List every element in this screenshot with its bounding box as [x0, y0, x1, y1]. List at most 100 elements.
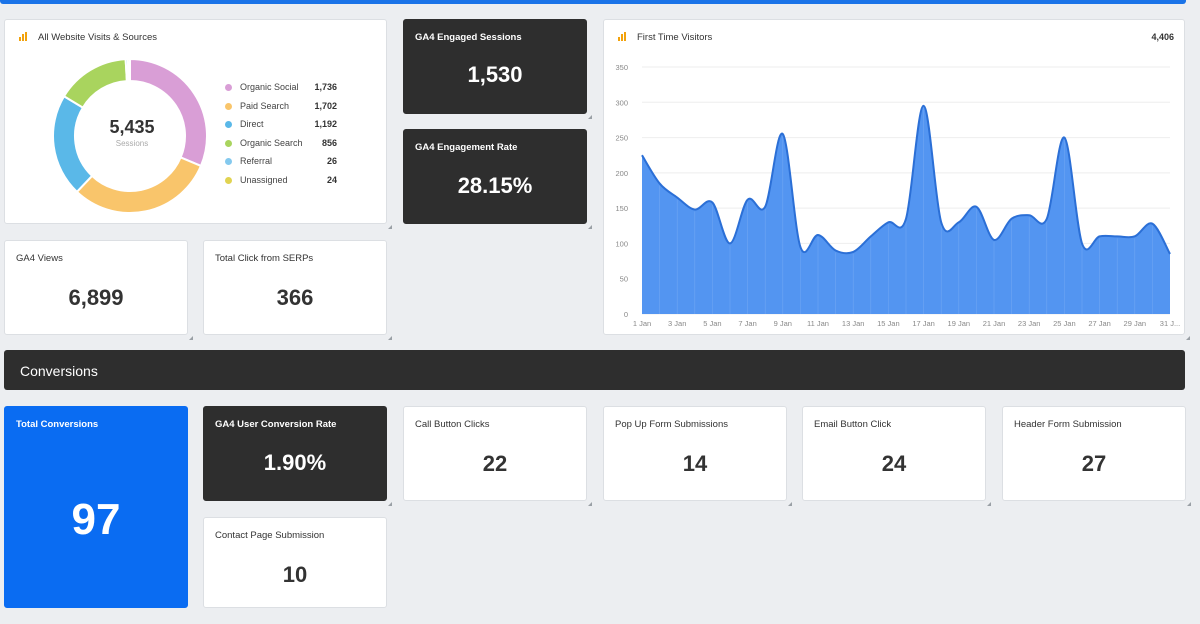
legend-dot [225, 102, 232, 110]
data-point[interactable] [797, 244, 803, 250]
data-point[interactable] [850, 249, 856, 255]
x-tick-label: 17 Jan [912, 319, 935, 328]
serp-clicks-value: 366 [276, 285, 314, 310]
legend-item[interactable]: Unassigned 24 [225, 175, 337, 194]
data-point[interactable] [727, 240, 733, 246]
data-point[interactable] [833, 247, 839, 253]
views-card: GA4 Views 6,899 [4, 240, 193, 340]
data-point[interactable] [973, 204, 979, 210]
donut-slice-unassigned[interactable] [126, 57, 131, 83]
data-point[interactable] [885, 219, 891, 225]
data-point[interactable] [1079, 240, 1085, 246]
resize-handle[interactable] [388, 336, 392, 340]
contact-page-value: 10 [282, 562, 308, 587]
data-point[interactable] [903, 216, 909, 222]
donut-slice-paid-search[interactable] [75, 156, 203, 214]
y-tick-label: 200 [615, 169, 628, 178]
legend-item[interactable]: Referral 26 [225, 156, 337, 175]
donut-slice-organic-social[interactable] [129, 57, 208, 168]
data-point[interactable] [815, 232, 821, 238]
resize-handle[interactable] [588, 502, 592, 506]
x-tick-label: 27 Jan [1088, 319, 1111, 328]
data-point[interactable] [1167, 251, 1173, 257]
data-point[interactable] [1149, 221, 1155, 227]
data-point[interactable] [921, 103, 927, 109]
total-conversions-title: Total Conversions [16, 419, 99, 430]
serp-clicks-title: Total Click from SERPs [215, 253, 314, 264]
legend-label: Unassigned [240, 174, 288, 185]
header-forms-card: Header Form Submission 27 [1002, 406, 1191, 506]
views-title: GA4 Views [16, 253, 63, 264]
resize-handle[interactable] [189, 336, 193, 340]
x-tick-label: 21 Jan [983, 319, 1006, 328]
legend-item[interactable]: Paid Search 1,702 [225, 101, 337, 120]
engagement-rate-value: 28.15% [457, 173, 533, 198]
donut-slice-organic-search[interactable] [62, 58, 128, 109]
data-point[interactable] [1009, 216, 1015, 222]
resize-handle[interactable] [1186, 336, 1190, 340]
x-tick-label: 25 Jan [1053, 319, 1076, 328]
x-tick-label: 11 Jan [807, 319, 829, 328]
data-point[interactable] [1132, 233, 1138, 239]
legend-label: Direct [240, 119, 264, 129]
legend-item[interactable]: Organic Social 1,736 [225, 82, 337, 101]
resize-handle[interactable] [588, 115, 592, 119]
legend-label: Organic Search [240, 137, 303, 148]
x-tick-label: 29 Jan [1124, 319, 1147, 328]
legend-value: 1,736 [314, 82, 337, 92]
data-point[interactable] [1114, 233, 1120, 239]
data-point[interactable] [639, 152, 645, 158]
x-tick-label: 15 Jan [877, 319, 900, 328]
resize-handle[interactable] [588, 225, 592, 229]
email-clicks-title: Email Button Click [814, 419, 892, 430]
resize-handle[interactable] [388, 502, 392, 506]
data-point[interactable] [709, 199, 715, 205]
first-time-visitors-title: First Time Visitors [637, 32, 713, 43]
sources-card-title: All Website Visits & Sources [38, 32, 157, 43]
data-point[interactable] [745, 197, 751, 203]
first-time-visitors-total: 4,406 [1151, 32, 1174, 42]
conversions-heading: Conversions [20, 363, 98, 379]
data-point[interactable] [938, 219, 944, 225]
y-tick-label: 250 [615, 134, 628, 143]
data-point[interactable] [780, 131, 786, 137]
data-point[interactable] [1044, 216, 1050, 222]
resize-handle[interactable] [788, 502, 792, 506]
sources-card: All Website Visits & Sources 5,435 Sessi… [4, 19, 392, 229]
user-conversion-rate-value: 1.90% [263, 450, 327, 475]
data-point[interactable] [956, 219, 962, 225]
legend-label: Referral [240, 156, 273, 166]
x-tick-label: 13 Jan [842, 319, 865, 328]
data-point[interactable] [657, 180, 663, 186]
x-tick-label: 31 J... [1160, 319, 1180, 328]
engaged-sessions-card: GA4 Engaged Sessions 1,530 [403, 19, 592, 119]
top-accent-bar [0, 0, 1186, 4]
bar-chart-icon [19, 32, 29, 41]
x-tick-label: 9 Jan [774, 319, 792, 328]
legend-dot [225, 158, 232, 165]
legend-value: 24 [326, 174, 337, 185]
resize-handle[interactable] [1187, 502, 1191, 506]
data-point[interactable] [868, 233, 874, 239]
data-point[interactable] [762, 204, 768, 210]
legend-item[interactable]: Direct 1,192 [225, 119, 337, 138]
data-point[interactable] [1026, 212, 1032, 218]
legend-value: 1,702 [314, 100, 337, 111]
popup-forms-value: 14 [682, 451, 708, 476]
engagement-rate-card: GA4 Engagement Rate 28.15% [403, 129, 592, 229]
legend-dot [225, 84, 232, 91]
resize-handle[interactable] [987, 502, 991, 506]
total-conversions-value: 97 [71, 495, 121, 544]
data-point[interactable] [692, 207, 698, 213]
resize-handle[interactable] [388, 225, 392, 229]
total-conversions-card: Total Conversions 97 [4, 406, 188, 608]
legend-item[interactable]: Organic Search 856 [225, 138, 337, 157]
data-point[interactable] [1097, 233, 1103, 239]
data-point[interactable] [674, 195, 680, 201]
data-point[interactable] [991, 237, 997, 243]
email-clicks-value: 24 [881, 451, 907, 476]
x-tick-label: 5 Jan [703, 319, 721, 328]
data-point[interactable] [1061, 135, 1067, 141]
sources-donut [52, 57, 208, 214]
popup-forms-title: Pop Up Form Submissions [615, 419, 728, 430]
